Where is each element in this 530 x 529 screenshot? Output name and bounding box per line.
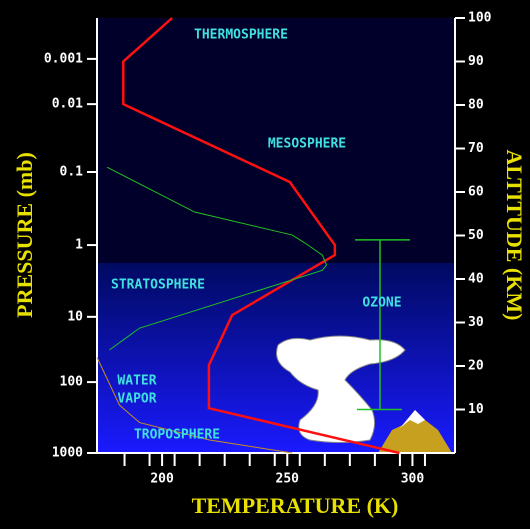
profile-line xyxy=(106,166,328,351)
y2-tick-label: 70 xyxy=(468,141,484,156)
y2-tick-label: 20 xyxy=(468,359,484,374)
y2-tick-label: 80 xyxy=(468,98,484,113)
region-label: WATER xyxy=(117,374,156,389)
y-tick-label: 0.001 xyxy=(44,51,83,66)
x-axis-title: TEMPERATURE (K) xyxy=(192,493,399,518)
y2-tick-label: 90 xyxy=(468,54,484,69)
profile-line xyxy=(96,357,293,454)
x-tick-label: 250 xyxy=(276,472,300,487)
y2-tick-label: 60 xyxy=(468,185,484,200)
y2-tick-label: 10 xyxy=(468,402,484,417)
y2-axis-title: ALTITUDE (KM) xyxy=(502,150,527,321)
x-tick-label: 200 xyxy=(150,472,174,487)
y-tick-label: 10 xyxy=(67,309,83,324)
region-label: STRATOSPHERE xyxy=(111,278,205,293)
x-tick-label: 300 xyxy=(401,472,425,487)
region-label: TROPOSPHERE xyxy=(134,428,220,443)
region-label: VAPOR xyxy=(117,392,156,407)
y2-tick-label: 40 xyxy=(468,272,484,287)
y-tick-label: 0.01 xyxy=(52,97,83,112)
region-label: THERMOSPHERE xyxy=(194,28,288,43)
y2-tick-label: 30 xyxy=(468,315,484,330)
y-tick-label: 100 xyxy=(60,375,84,390)
upper-atmosphere xyxy=(97,18,455,263)
y-tick-label: 1000 xyxy=(52,446,83,461)
y-axis-title: PRESSURE (mb) xyxy=(12,152,37,318)
profile-line xyxy=(122,17,400,455)
region-label: MESOSPHERE xyxy=(268,137,346,152)
mountain xyxy=(378,410,452,453)
y-tick-label: 0.1 xyxy=(60,164,84,179)
region-label: OZONE xyxy=(362,296,401,311)
y-tick-label: 1 xyxy=(75,238,83,253)
y2-tick-label: 100 xyxy=(468,11,492,26)
y2-tick-label: 50 xyxy=(468,228,484,243)
snow xyxy=(400,410,425,428)
